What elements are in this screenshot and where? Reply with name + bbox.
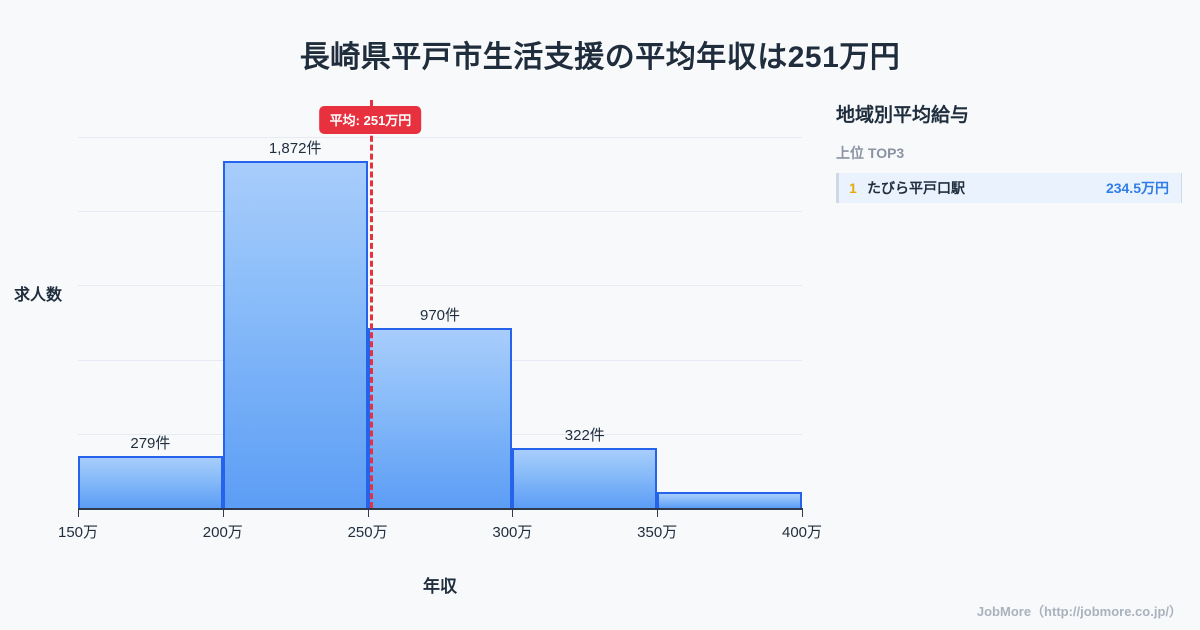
gridline	[78, 285, 802, 286]
bar-value-label: 1,872件	[268, 139, 322, 157]
x-tick-label: 200万	[202, 524, 243, 541]
x-tick	[802, 508, 803, 517]
histogram-bar	[78, 456, 223, 508]
gridline	[78, 137, 802, 138]
histogram-bar	[367, 328, 513, 508]
x-tick-label: 250万	[347, 524, 388, 541]
page-title: 長崎県平戸市生活支援の平均年収は251万円	[299, 41, 901, 74]
histogram-bar	[657, 492, 802, 508]
regional-salary-panel: 地域別平均給与 上位 TOP3 1 たびら平戸口駅 234.5万円	[836, 100, 1182, 203]
x-tick	[512, 508, 514, 517]
bar-value-label: 322件	[564, 427, 605, 445]
rank-number: 1	[849, 180, 857, 196]
x-tick	[657, 508, 659, 517]
panel-subtitle: 上位 TOP3	[836, 145, 905, 161]
bar-value-label: 970件	[419, 307, 461, 325]
rank-salary-value: 234.5万円	[1105, 180, 1169, 196]
x-tick-label: 350万	[637, 524, 678, 541]
x-tick	[367, 508, 369, 517]
histogram-chart: 279件 1,872件 970件 322件 150万 200万 250万 300万 350万 4…	[14, 100, 823, 596]
bar-value-label: 279件	[130, 435, 171, 453]
panel-title: 地域別平均給与	[836, 105, 970, 126]
ranking-row[interactable]: 1 たびら平戸口駅 234.5万円	[836, 173, 1182, 203]
x-tick-label: 400万	[781, 524, 823, 541]
x-tick	[222, 508, 224, 517]
x-tick	[78, 508, 79, 517]
mean-line	[370, 100, 374, 508]
footer-attribution: JobMore（http://jobmore.co.jp/）	[976, 604, 1182, 619]
gridline	[78, 211, 802, 212]
x-tick-label: 300万	[492, 524, 533, 541]
y-axis-title: 求人数	[14, 287, 63, 304]
histogram-bar	[512, 448, 658, 508]
rank-area-name: たびら平戸口駅	[867, 180, 965, 196]
mean-badge: 平均: 251万円	[319, 106, 422, 134]
ranking-list: 1 たびら平戸口駅 234.5万円	[836, 173, 1182, 203]
histogram-bar	[222, 160, 368, 508]
x-tick-label: 150万	[57, 524, 99, 541]
plot-area: 279件 1,872件 970件 322件	[78, 100, 802, 508]
x-axis-line	[78, 508, 802, 510]
x-axis-title: 年収	[423, 577, 457, 596]
